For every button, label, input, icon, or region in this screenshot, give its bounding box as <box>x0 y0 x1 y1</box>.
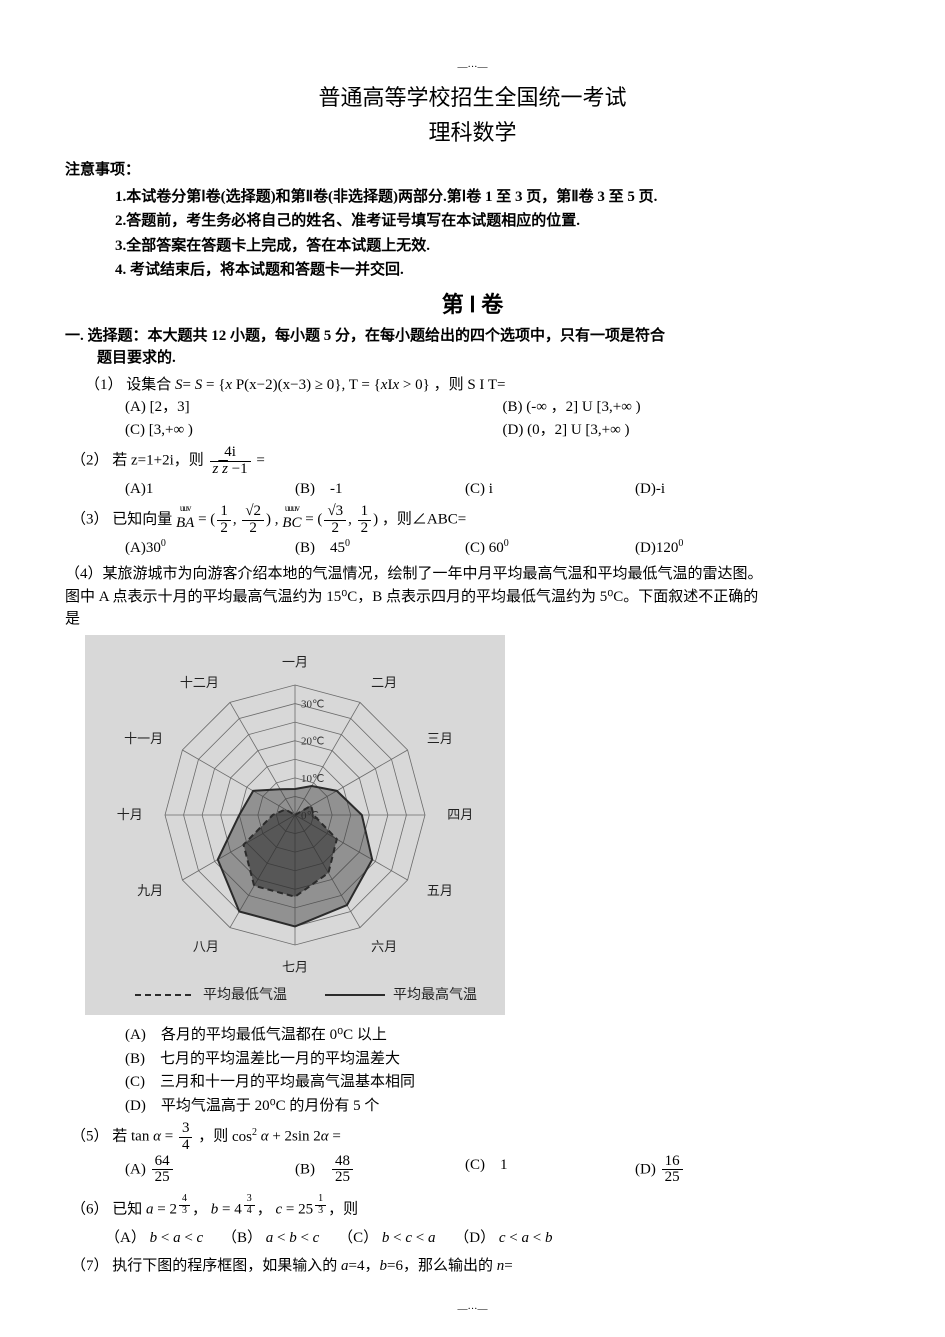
svg-text:三月: 三月 <box>427 730 453 745</box>
bottom-page-mark: —···— <box>0 1302 945 1317</box>
radar-svg: 30℃20℃10℃0℃一月二月三月四月五月六月七月八月九月十月十一月十二月平均最… <box>85 635 505 1015</box>
q2-prefix: （2） 若 z=1+2i，则 <box>71 453 208 469</box>
svg-text:四月: 四月 <box>447 807 473 822</box>
q4-A: (A) 各月的平均最低气温都在 0⁰C 以上 <box>125 1024 880 1047</box>
q3-choices: (A)300 (B) 450 (C) 600 (D)1200 <box>65 537 880 560</box>
q7-stem: （7） 执行下图的程序框图，如果输入的 a=4，b=6，那么输出的 n= <box>65 1255 880 1278</box>
q4-D: (D) 平均气温高于 20⁰C 的月份有 5 个 <box>125 1095 880 1118</box>
q1-B: (B) (-∞ ，2] U [3,+∞ ) <box>503 399 641 415</box>
notice-header: 注意事项： <box>65 159 880 182</box>
section-title: 第 Ⅰ 卷 <box>65 288 880 321</box>
vector-BA: uuvBA <box>176 506 194 534</box>
q1-D: (D) (0，2] U [3,+∞ ) <box>503 422 630 438</box>
radar-chart: 30℃20℃10℃0℃一月二月三月四月五月六月七月八月九月十月十一月十二月平均最… <box>85 635 880 1023</box>
q6-D: （D） c < a < b <box>454 1230 552 1246</box>
q5-B: (B) 4825 <box>295 1154 465 1187</box>
svg-text:10℃: 10℃ <box>301 772 324 784</box>
section-intro: 一. 选择题：本大题共 12 小题，每小题 5 分，在每小题给出的四个选项中，只… <box>65 325 880 348</box>
q1-prefix: （1） 设集合 <box>85 377 175 393</box>
q3-D: (D)1200 <box>635 537 683 560</box>
vector-BC: uuuvBC <box>282 506 301 534</box>
q6-stem: （6） 已知 a = 243， b = 434， c = 2513，则 <box>65 1194 880 1221</box>
q2-C: (C) i <box>465 478 635 501</box>
main-title: 普通高等学校招生全国统一考试 <box>65 81 880 114</box>
q1-choices-row2: (C) [3,+∞ ) (D) (0，2] U [3,+∞ ) <box>65 419 880 442</box>
svg-text:十一月: 十一月 <box>124 730 163 745</box>
q4-stem-l2: 图中 A 点表示十月的平均最高气温约为 15⁰C，B 点表示四月的平均最低气温约… <box>65 586 880 609</box>
q2-eq: = <box>256 453 264 469</box>
q1-choices-row1: (A) [2，3] (B) (-∞ ，2] U [3,+∞ ) <box>65 396 880 419</box>
svg-text:平均最低气温: 平均最低气温 <box>203 987 287 1003</box>
q4-B: (B) 七月的平均温差比一月的平均温差大 <box>125 1048 880 1071</box>
q1-math: S <box>175 377 183 393</box>
q4-choices: (A) 各月的平均最低气温都在 0⁰C 以上 (B) 七月的平均温差比一月的平均… <box>65 1024 880 1117</box>
q6-B: （B） a < b < c <box>222 1230 319 1246</box>
top-page-mark: —···— <box>65 60 880 75</box>
svg-text:一月: 一月 <box>282 654 308 669</box>
q6-choices: （A） b < a < c （B） a < b < c （C） b < c < … <box>65 1227 880 1250</box>
q4-stem-l1: （4）某旅游城市为向游客介绍本地的气温情况，绘制了一年中月平均最高气温和平均最低… <box>65 563 880 586</box>
q2-D: (D)-i <box>635 478 665 501</box>
svg-text:十二月: 十二月 <box>180 675 219 690</box>
section-intro-cont: 题目要求的. <box>65 347 880 370</box>
q2-A: (A)1 <box>125 478 295 501</box>
svg-text:20℃: 20℃ <box>301 735 324 747</box>
svg-text:六月: 六月 <box>371 938 397 953</box>
svg-text:五月: 五月 <box>427 883 453 898</box>
svg-text:平均最高气温: 平均最高气温 <box>393 986 477 1003</box>
subject-title: 理科数学 <box>65 116 880 149</box>
q3-C: (C) 600 <box>465 537 635 560</box>
q5-choices: (A) 6425 (B) 4825 (C) 1 (D) 1625 <box>65 1154 880 1187</box>
q5-A: (A) 6425 <box>125 1154 295 1187</box>
q5-D: (D) 1625 <box>635 1154 685 1187</box>
q1-C: (C) [3,+∞ ) <box>125 422 193 438</box>
q3-B: (B) 450 <box>295 537 465 560</box>
q2-choices: (A)1 (B) -1 (C) i (D)-i <box>65 478 880 501</box>
q6-C: （C） b < c < a <box>338 1230 435 1246</box>
svg-text:七月: 七月 <box>282 959 308 974</box>
q5-stem: （5） 若 tan α = 34 ，则 cos2 α + 2sin 2α = <box>65 1121 880 1154</box>
notice-item: 1.本试卷分第Ⅰ卷(选择题)和第Ⅱ卷(非选择题)两部分.第Ⅰ卷 1 至 3 页，… <box>65 186 880 209</box>
svg-text:十月: 十月 <box>117 807 143 822</box>
q5-C: (C) 1 <box>465 1154 635 1187</box>
notice-item: 4. 考试结束后，将本试题和答题卡一并交回. <box>65 259 880 282</box>
q3-A: (A)300 <box>125 537 295 560</box>
q6-A: （A） b < a < c <box>105 1230 203 1246</box>
svg-text:二月: 二月 <box>371 675 397 690</box>
svg-text:30℃: 30℃ <box>301 698 324 710</box>
q1-suffix: ，则 S I T= <box>434 377 506 393</box>
q5-mid: ，则 <box>198 1129 232 1145</box>
q1-stem: （1） 设集合 S= S = {x P(x−2)(x−3) ≥ 0}, T = … <box>65 374 880 397</box>
q3-stem: （3） 已知向量 uuvBA = (12, √22) , uuuvBC = (√… <box>65 504 880 537</box>
svg-text:九月: 九月 <box>137 883 163 898</box>
q2-stem: （2） 若 z=1+2i，则 4i z z −1 = <box>65 445 880 478</box>
svg-text:八月: 八月 <box>193 938 219 953</box>
q4-stem-l3: 是 <box>65 608 880 631</box>
q2-B: (B) -1 <box>295 478 465 501</box>
notice-item: 3.全部答案在答题卡上完成，答在本试题上无效. <box>65 235 880 258</box>
q1-A: (A) [2，3] <box>125 399 190 415</box>
q3-suffix: ，则∠ABC= <box>382 512 466 528</box>
q4-C: (C) 三月和十一月的平均最高气温基本相同 <box>125 1071 880 1094</box>
notice-item: 2.答题前，考生务必将自己的姓名、准考证号填写在本试题相应的位置. <box>65 210 880 233</box>
q3-prefix: （3） 已知向量 <box>71 512 176 528</box>
q2-frac: 4i z z −1 <box>210 445 251 478</box>
q5-prefix: （5） 若 <box>71 1129 131 1145</box>
